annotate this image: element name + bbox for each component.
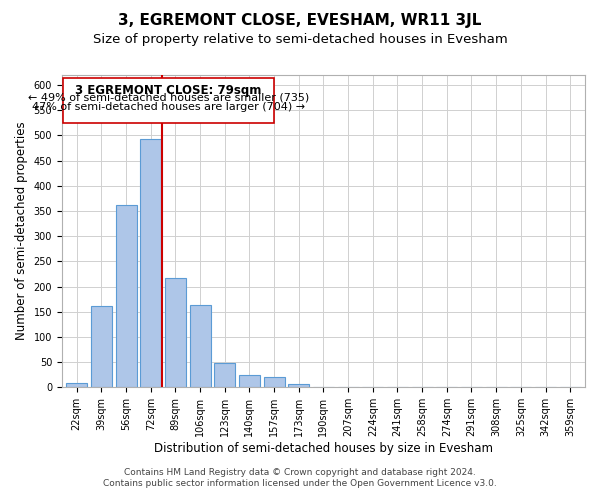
Bar [66,384,87,388]
Text: ← 49% of semi-detached houses are smaller (735): ← 49% of semi-detached houses are smalle… [28,92,309,102]
Text: 47% of semi-detached houses are larger (704) →: 47% of semi-detached houses are larger (… [32,102,305,112]
Y-axis label: Number of semi-detached properties: Number of semi-detached properties [15,122,28,340]
Bar [116,205,137,388]
Bar [362,387,383,388]
Bar [436,387,457,388]
Bar [91,306,112,388]
Text: Size of property relative to semi-detached houses in Evesham: Size of property relative to semi-detach… [92,32,508,46]
Bar [63,78,274,123]
Bar [214,363,235,388]
Text: 3, EGREMONT CLOSE, EVESHAM, WR11 3JL: 3, EGREMONT CLOSE, EVESHAM, WR11 3JL [118,12,482,28]
Bar [239,375,260,388]
Bar [190,305,211,388]
Bar [313,387,334,388]
Bar [263,378,284,388]
Bar [288,384,309,388]
Bar [140,139,161,388]
Text: Contains HM Land Registry data © Crown copyright and database right 2024.
Contai: Contains HM Land Registry data © Crown c… [103,468,497,487]
Text: 3 EGREMONT CLOSE: 79sqm: 3 EGREMONT CLOSE: 79sqm [76,84,262,96]
Bar [165,278,186,388]
X-axis label: Distribution of semi-detached houses by size in Evesham: Distribution of semi-detached houses by … [154,442,493,455]
Bar [560,387,581,388]
